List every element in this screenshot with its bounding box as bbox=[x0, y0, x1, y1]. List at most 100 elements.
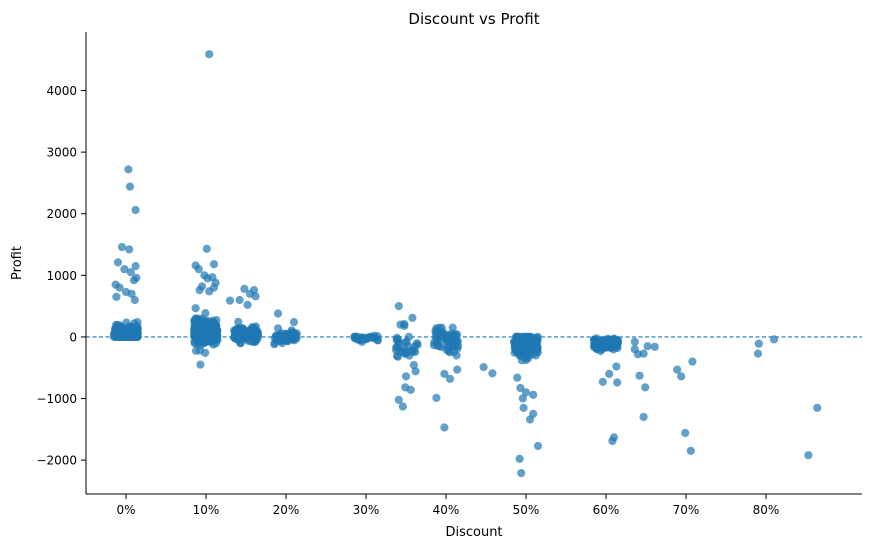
data-point bbox=[681, 428, 690, 438]
y-tick-label: 3000 bbox=[46, 146, 77, 160]
data-point bbox=[639, 412, 648, 422]
data-point bbox=[437, 342, 446, 351]
data-point bbox=[289, 318, 299, 327]
y-tick-label: −1000 bbox=[36, 392, 77, 406]
data-point bbox=[533, 334, 542, 343]
data-point bbox=[677, 372, 686, 381]
data-point bbox=[249, 331, 258, 340]
data-point bbox=[212, 316, 221, 325]
data-point bbox=[205, 287, 214, 296]
data-point bbox=[129, 276, 139, 285]
data-point bbox=[270, 340, 279, 349]
data-point bbox=[518, 394, 527, 403]
data-point bbox=[445, 374, 455, 383]
x-axis-label: Discount bbox=[445, 525, 502, 540]
data-point bbox=[133, 322, 142, 331]
data-point bbox=[641, 383, 650, 392]
data-point bbox=[516, 383, 525, 393]
data-point bbox=[192, 331, 201, 340]
data-point bbox=[400, 321, 409, 330]
data-point bbox=[753, 349, 763, 358]
data-point bbox=[205, 337, 214, 346]
x-tick-label: 50% bbox=[513, 503, 540, 517]
data-point bbox=[127, 289, 136, 298]
data-point bbox=[451, 342, 460, 351]
data-point bbox=[191, 304, 200, 313]
data-point bbox=[449, 335, 458, 344]
data-point bbox=[516, 346, 526, 355]
data-point bbox=[613, 378, 622, 387]
data-point bbox=[125, 182, 135, 191]
data-point bbox=[113, 258, 123, 267]
data-point bbox=[688, 357, 697, 366]
data-point bbox=[598, 377, 607, 386]
data-point bbox=[131, 262, 140, 271]
data-point bbox=[639, 349, 648, 358]
data-point bbox=[442, 336, 452, 345]
data-point bbox=[233, 325, 242, 334]
data-point bbox=[522, 352, 531, 361]
data-point bbox=[392, 335, 401, 345]
data-point bbox=[406, 385, 415, 394]
x-tick-label: 20% bbox=[273, 503, 300, 517]
data-point bbox=[205, 50, 214, 59]
data-point bbox=[196, 360, 205, 369]
data-point bbox=[411, 367, 420, 376]
data-point bbox=[408, 313, 417, 322]
data-point bbox=[448, 323, 457, 332]
data-point bbox=[533, 441, 543, 451]
data-point bbox=[513, 373, 522, 382]
data-point bbox=[251, 292, 260, 301]
data-point bbox=[612, 362, 621, 371]
data-point bbox=[394, 395, 403, 404]
data-point bbox=[650, 342, 659, 351]
data-point bbox=[479, 363, 488, 372]
data-point bbox=[131, 205, 140, 215]
data-point bbox=[240, 284, 249, 293]
data-point bbox=[635, 371, 644, 380]
x-tick-label: 60% bbox=[593, 503, 620, 517]
x-tick-label: 40% bbox=[433, 503, 460, 517]
y-axis-ticks: −2000 −1000 0 1000 2000 3000 4000 bbox=[36, 84, 86, 468]
data-point bbox=[519, 403, 528, 412]
data-point bbox=[195, 286, 204, 295]
data-point bbox=[225, 296, 235, 305]
data-point bbox=[273, 324, 283, 333]
data-point bbox=[521, 388, 531, 397]
y-tick-label: 1000 bbox=[46, 269, 77, 283]
data-point bbox=[234, 317, 243, 326]
y-tick-label: 4000 bbox=[46, 84, 77, 98]
data-point bbox=[190, 337, 199, 346]
data-point bbox=[124, 165, 133, 174]
data-point bbox=[233, 334, 242, 343]
data-point bbox=[119, 328, 128, 337]
data-point bbox=[370, 331, 379, 340]
data-point bbox=[432, 393, 441, 402]
data-point bbox=[409, 346, 418, 355]
y-tick-label: −2000 bbox=[36, 454, 77, 468]
x-tick-label: 0% bbox=[116, 503, 135, 517]
data-point bbox=[686, 446, 695, 455]
data-point bbox=[643, 342, 652, 351]
data-point bbox=[126, 268, 135, 277]
data-point bbox=[453, 365, 462, 374]
y-tick-label: 2000 bbox=[46, 207, 77, 221]
x-tick-label: 80% bbox=[753, 503, 780, 517]
data-point bbox=[289, 332, 298, 341]
data-point bbox=[401, 372, 411, 381]
data-point bbox=[440, 423, 449, 432]
data-point bbox=[117, 242, 127, 252]
data-point bbox=[251, 322, 260, 331]
data-point bbox=[113, 321, 122, 330]
x-tick-label: 70% bbox=[673, 503, 700, 517]
data-point bbox=[276, 332, 285, 341]
data-point bbox=[350, 334, 359, 343]
data-point bbox=[202, 244, 211, 253]
data-point bbox=[528, 350, 537, 359]
x-tick-label: 30% bbox=[353, 503, 380, 517]
data-point bbox=[529, 409, 538, 418]
data-point bbox=[273, 309, 283, 318]
data-point bbox=[130, 295, 139, 305]
